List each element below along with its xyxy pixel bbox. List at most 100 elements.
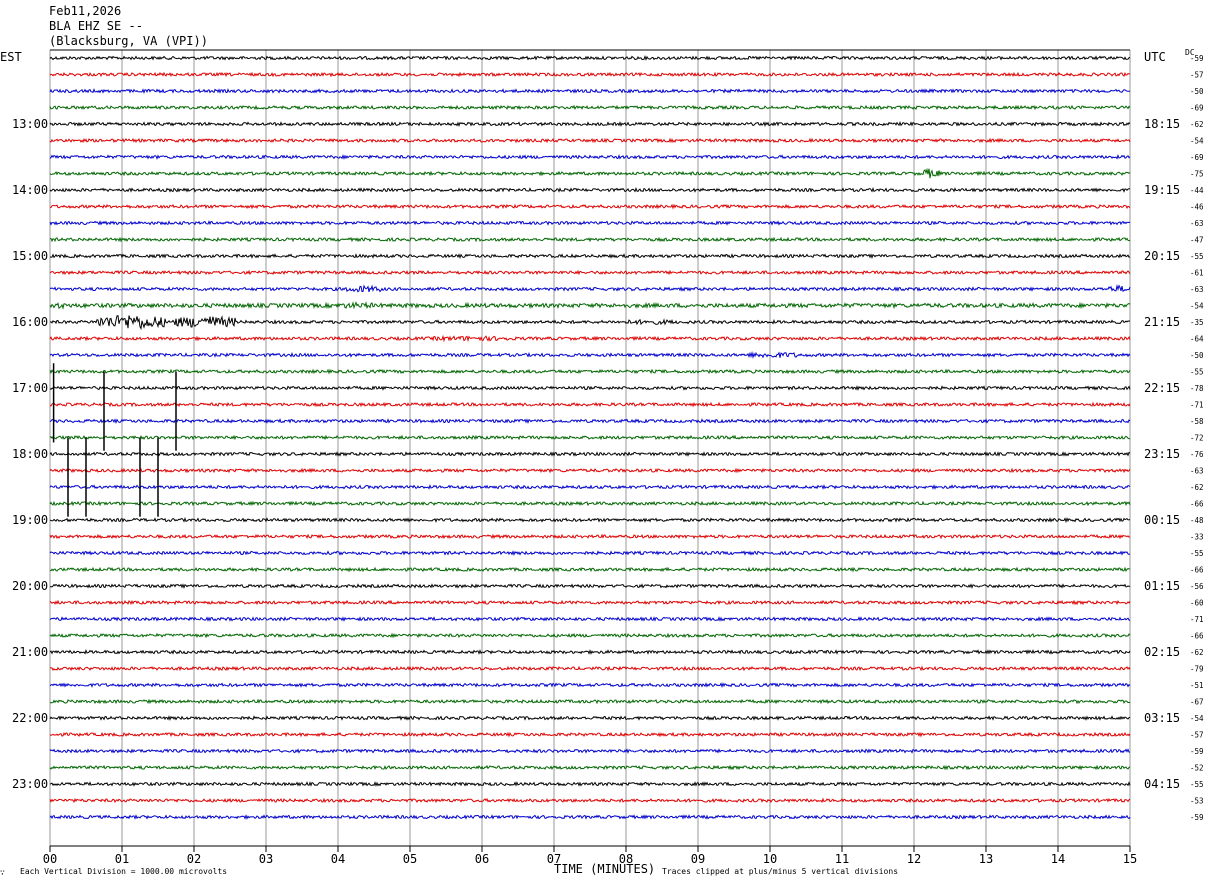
trace-row xyxy=(49,599,1131,606)
trace-row xyxy=(49,334,1131,343)
est-hour-label: 21:00 xyxy=(12,645,48,659)
dc-offset: -60 xyxy=(1190,599,1204,608)
dc-offset: -54 xyxy=(1190,302,1204,311)
dc-offset: -55 xyxy=(1190,368,1204,377)
x-tick-label: 14 xyxy=(1051,852,1065,866)
trace-row xyxy=(49,220,1131,226)
trace-row xyxy=(49,632,1131,639)
trace-row xyxy=(49,550,1130,556)
utc-hour-label: 02:15 xyxy=(1144,645,1180,659)
utc-hour-label: 22:15 xyxy=(1144,381,1180,395)
hour-labels: 13:00 18:15 14:00 19:15 15:00 20:15 16:00 21:15… xyxy=(12,117,1180,791)
x-tick-label: 06 xyxy=(475,852,489,866)
station-code: BLA EHZ SE -- xyxy=(49,19,143,33)
chart-date: Feb11,2026 xyxy=(49,4,122,18)
x-tick-label: 09 xyxy=(691,852,705,866)
trace-row xyxy=(49,682,1131,689)
x-tick-label: 00 xyxy=(43,852,57,866)
x-tick-label: 12 xyxy=(907,852,921,866)
trace-row xyxy=(49,253,1131,260)
clip-note: Traces clipped at plus/minus 5 vertical … xyxy=(662,867,899,876)
trace-row xyxy=(49,781,1131,787)
x-tick-label: 11 xyxy=(835,852,849,866)
trace-row xyxy=(49,797,1131,804)
trace-row xyxy=(49,104,1131,111)
dc-offset: -59 xyxy=(1190,54,1204,63)
est-hour-label: 19:00 xyxy=(12,513,48,527)
x-axis-label: TIME (MINUTES) xyxy=(554,862,656,876)
trace-row xyxy=(49,665,1131,672)
dc-offset: -62 xyxy=(1190,120,1204,129)
trace-row xyxy=(49,71,1131,78)
trace-row xyxy=(49,516,1131,524)
trace-row xyxy=(49,649,1131,655)
dc-offset: -47 xyxy=(1190,236,1204,245)
est-hour-label: 15:00 xyxy=(12,249,48,263)
trace-row xyxy=(49,236,1131,243)
utc-hour-label: 21:15 xyxy=(1144,315,1180,329)
trace-row xyxy=(49,203,1131,210)
dc-offset: -63 xyxy=(1190,467,1204,476)
x-tick-label: 04 xyxy=(331,852,345,866)
x-tick-label: 02 xyxy=(187,852,201,866)
dc-offset: -33 xyxy=(1190,533,1204,542)
trace-row xyxy=(49,616,1131,622)
dc-offset: -79 xyxy=(1190,665,1204,674)
dc-offset: -54 xyxy=(1190,137,1204,146)
dc-offset: -48 xyxy=(1190,516,1204,525)
seismic-traces xyxy=(49,54,1131,820)
dc-offset: -69 xyxy=(1190,153,1204,162)
trace-row xyxy=(49,137,1131,144)
dc-offset: -76 xyxy=(1190,450,1204,459)
dc-offset: -69 xyxy=(1190,104,1204,113)
dc-offset: -55 xyxy=(1190,252,1204,261)
dc-offset: -35 xyxy=(1190,318,1204,327)
x-tick-label: 03 xyxy=(259,852,273,866)
trace-row xyxy=(49,301,1131,310)
dc-offset: -64 xyxy=(1190,335,1204,344)
dc-offset: -55 xyxy=(1190,780,1204,789)
trace-row xyxy=(49,54,1131,61)
dc-offset: -56 xyxy=(1190,582,1204,591)
dc-offset: -63 xyxy=(1190,219,1204,228)
dc-offset: -57 xyxy=(1190,731,1204,740)
utc-hour-label: 01:15 xyxy=(1144,579,1180,593)
dc-offset: -44 xyxy=(1190,186,1204,195)
trace-row xyxy=(49,315,1131,331)
trace-row xyxy=(49,484,1131,490)
utc-hour-label: 18:15 xyxy=(1144,117,1180,131)
x-tick-label: 15 xyxy=(1123,852,1137,866)
trace-row xyxy=(49,401,1131,408)
trace-row xyxy=(49,368,1131,375)
corner-mark: ∵ xyxy=(0,868,5,877)
dc-offset: -46 xyxy=(1190,203,1204,212)
x-tick-label: 07 xyxy=(547,852,561,866)
trace-row xyxy=(49,284,1131,293)
dc-offset: -62 xyxy=(1190,648,1204,657)
utc-hour-label: 19:15 xyxy=(1144,183,1180,197)
trace-row xyxy=(49,418,1131,425)
utc-hour-label: 03:15 xyxy=(1144,711,1180,725)
est-hour-label: 16:00 xyxy=(12,315,48,329)
est-hour-label: 13:00 xyxy=(12,117,48,131)
trace-row xyxy=(49,269,1131,276)
dc-offset: -53 xyxy=(1190,797,1204,806)
est-hour-label: 20:00 xyxy=(12,579,48,593)
dc-offset: -52 xyxy=(1190,764,1204,773)
dc-offset: -66 xyxy=(1190,500,1204,509)
dc-offset: -66 xyxy=(1190,566,1204,575)
clipped-spikes xyxy=(52,363,177,517)
trace-row xyxy=(49,154,1131,160)
dc-offset: -78 xyxy=(1190,384,1204,393)
scale-note: Each Vertical Division = 1000.00 microvo… xyxy=(20,867,228,876)
dc-offset: -71 xyxy=(1190,615,1204,624)
dc-offset: -61 xyxy=(1190,269,1204,278)
dc-offset: -51 xyxy=(1190,681,1204,690)
dc-offset: -67 xyxy=(1190,698,1204,707)
est-zone-label: EST xyxy=(0,50,22,64)
trace-row xyxy=(49,566,1131,573)
dc-offset: -66 xyxy=(1190,632,1204,641)
trace-row xyxy=(49,467,1131,474)
x-tick-label: 10 xyxy=(763,852,777,866)
trace-row xyxy=(49,764,1131,771)
